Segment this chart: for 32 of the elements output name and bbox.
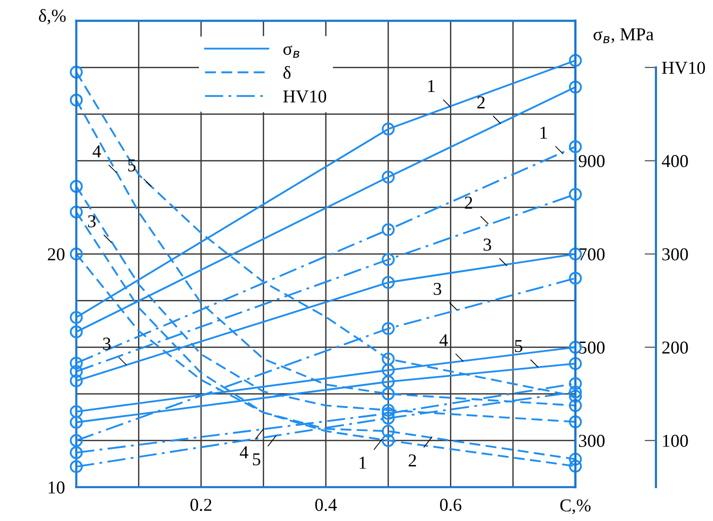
x-axis-title: C,% xyxy=(560,499,591,514)
annotation: 4 xyxy=(92,145,102,158)
y3-tick-label: HV10 xyxy=(662,62,705,74)
annotation: 2 xyxy=(477,96,485,108)
annotation: 5 xyxy=(128,159,136,172)
y2-axis-title: σ$_{в}$, MPa xyxy=(594,28,654,44)
annotation: 4 xyxy=(240,446,248,458)
x-tick-label: 0.2 xyxy=(190,498,212,512)
y3-tick-label: 200 xyxy=(662,342,688,354)
annotation: 2 xyxy=(464,196,472,209)
annotation: 3 xyxy=(484,238,492,251)
y-tick-label: 10 xyxy=(48,481,64,494)
y3-tick-label: 100 xyxy=(663,434,688,447)
annotation: 4 xyxy=(439,334,448,346)
annotation: 3 xyxy=(88,215,96,228)
legend-label: σ$_{в}$ xyxy=(283,46,300,58)
y3-tick-label: 400 xyxy=(662,154,688,168)
y-tick-label: 20 xyxy=(48,248,64,260)
y-axis-title: δ,% xyxy=(38,9,66,24)
x-tick-label: 0.6 xyxy=(440,498,462,512)
annotation: 1 xyxy=(360,456,366,469)
y2-tick-label: 300 xyxy=(579,434,605,447)
annotation: 5 xyxy=(253,453,260,466)
annotation: 1 xyxy=(540,126,547,139)
y3-tick-label: 300 xyxy=(662,248,688,260)
annotation: 3 xyxy=(434,282,442,296)
legend-label: HV10 xyxy=(283,90,326,103)
x-tick-label: 0.4 xyxy=(315,498,337,512)
annotation: 2 xyxy=(408,454,416,466)
annotation: 1 xyxy=(428,80,435,92)
legend-label: δ xyxy=(283,66,291,79)
y2-tick-label: 900 xyxy=(578,154,605,168)
